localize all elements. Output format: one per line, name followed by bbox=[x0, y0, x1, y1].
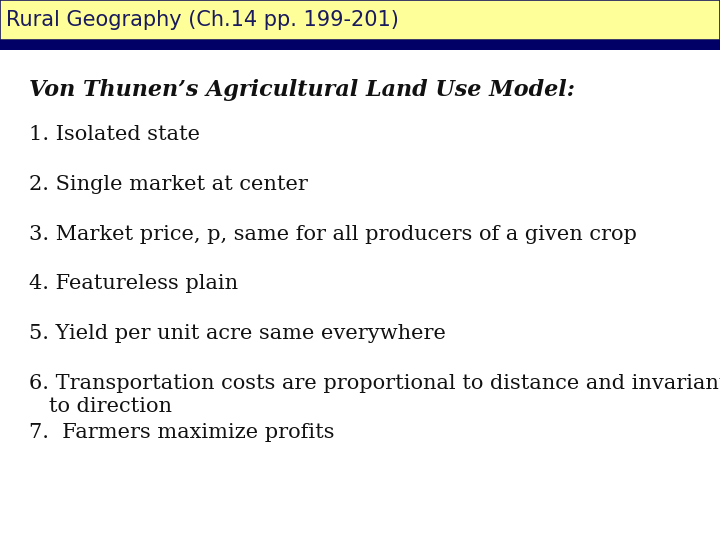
Text: Von Thunen’s Agricultural Land Use Model:: Von Thunen’s Agricultural Land Use Model… bbox=[29, 79, 575, 102]
Text: Rural Geography (Ch.14 pp. 199-201): Rural Geography (Ch.14 pp. 199-201) bbox=[6, 10, 399, 30]
Text: 7.  Farmers maximize profits: 7. Farmers maximize profits bbox=[29, 423, 334, 442]
Text: 5. Yield per unit acre same everywhere: 5. Yield per unit acre same everywhere bbox=[29, 324, 446, 343]
Text: 6. Transportation costs are proportional to distance and invariant
   to directi: 6. Transportation costs are proportional… bbox=[29, 374, 720, 416]
Text: 3. Market price, p, same for all producers of a given crop: 3. Market price, p, same for all produce… bbox=[29, 225, 636, 244]
Bar bbox=[0, 40, 720, 50]
Text: 4. Featureless plain: 4. Featureless plain bbox=[29, 274, 238, 293]
Text: 1. Isolated state: 1. Isolated state bbox=[29, 125, 200, 144]
Bar bbox=[0, 0, 720, 40]
Text: 2. Single market at center: 2. Single market at center bbox=[29, 175, 307, 194]
